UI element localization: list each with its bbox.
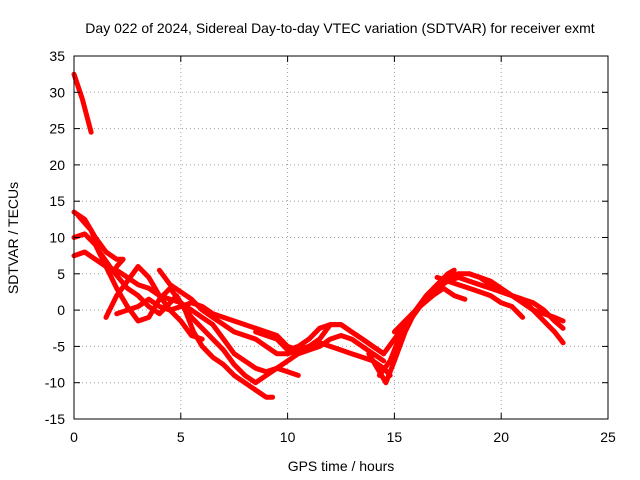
y-tick-label: 15 <box>49 193 65 209</box>
x-tick-label: 15 <box>387 429 403 445</box>
series-line-sat-f <box>103 264 205 342</box>
axis-ticks: 0 5 10 15 20 25 -15 -10 -5 0 5 10 15 20 25 30 35 <box>45 48 616 445</box>
y-tick-label: 10 <box>49 230 65 246</box>
y-tick-label: 25 <box>49 121 65 137</box>
y-tick-label: -10 <box>45 375 65 391</box>
chart-title: Day 022 of 2024, Sidereal Day-to-day VTE… <box>85 20 594 36</box>
series-line-sat-e <box>71 249 387 375</box>
y-tick-label: -5 <box>53 338 66 354</box>
y-tick-label: 35 <box>49 48 65 64</box>
x-axis-label: GPS time / hours <box>288 458 395 474</box>
series-line-sat-a <box>71 71 94 135</box>
y-tick-label: 30 <box>49 84 65 100</box>
y-tick-label: 0 <box>57 302 65 318</box>
y-axis-label: SDTVAR / TECUs <box>5 182 21 294</box>
x-tick-label: 25 <box>600 429 616 445</box>
series-line-sat-p <box>466 271 566 331</box>
series-line-sat-h <box>156 267 393 378</box>
y-tick-label: -15 <box>45 411 65 427</box>
x-tick-label: 0 <box>70 429 78 445</box>
series-group <box>71 71 566 400</box>
series-line-sat-i <box>253 322 387 357</box>
series-line-sat-d <box>71 231 301 386</box>
x-tick-label: 10 <box>280 429 296 445</box>
y-tick-label: 20 <box>49 157 65 173</box>
x-tick-label: 20 <box>493 429 509 445</box>
series-line-sat-m <box>391 271 461 335</box>
x-tick-label: 5 <box>177 429 185 445</box>
y-tick-label: 5 <box>57 266 65 282</box>
grid <box>74 56 608 419</box>
